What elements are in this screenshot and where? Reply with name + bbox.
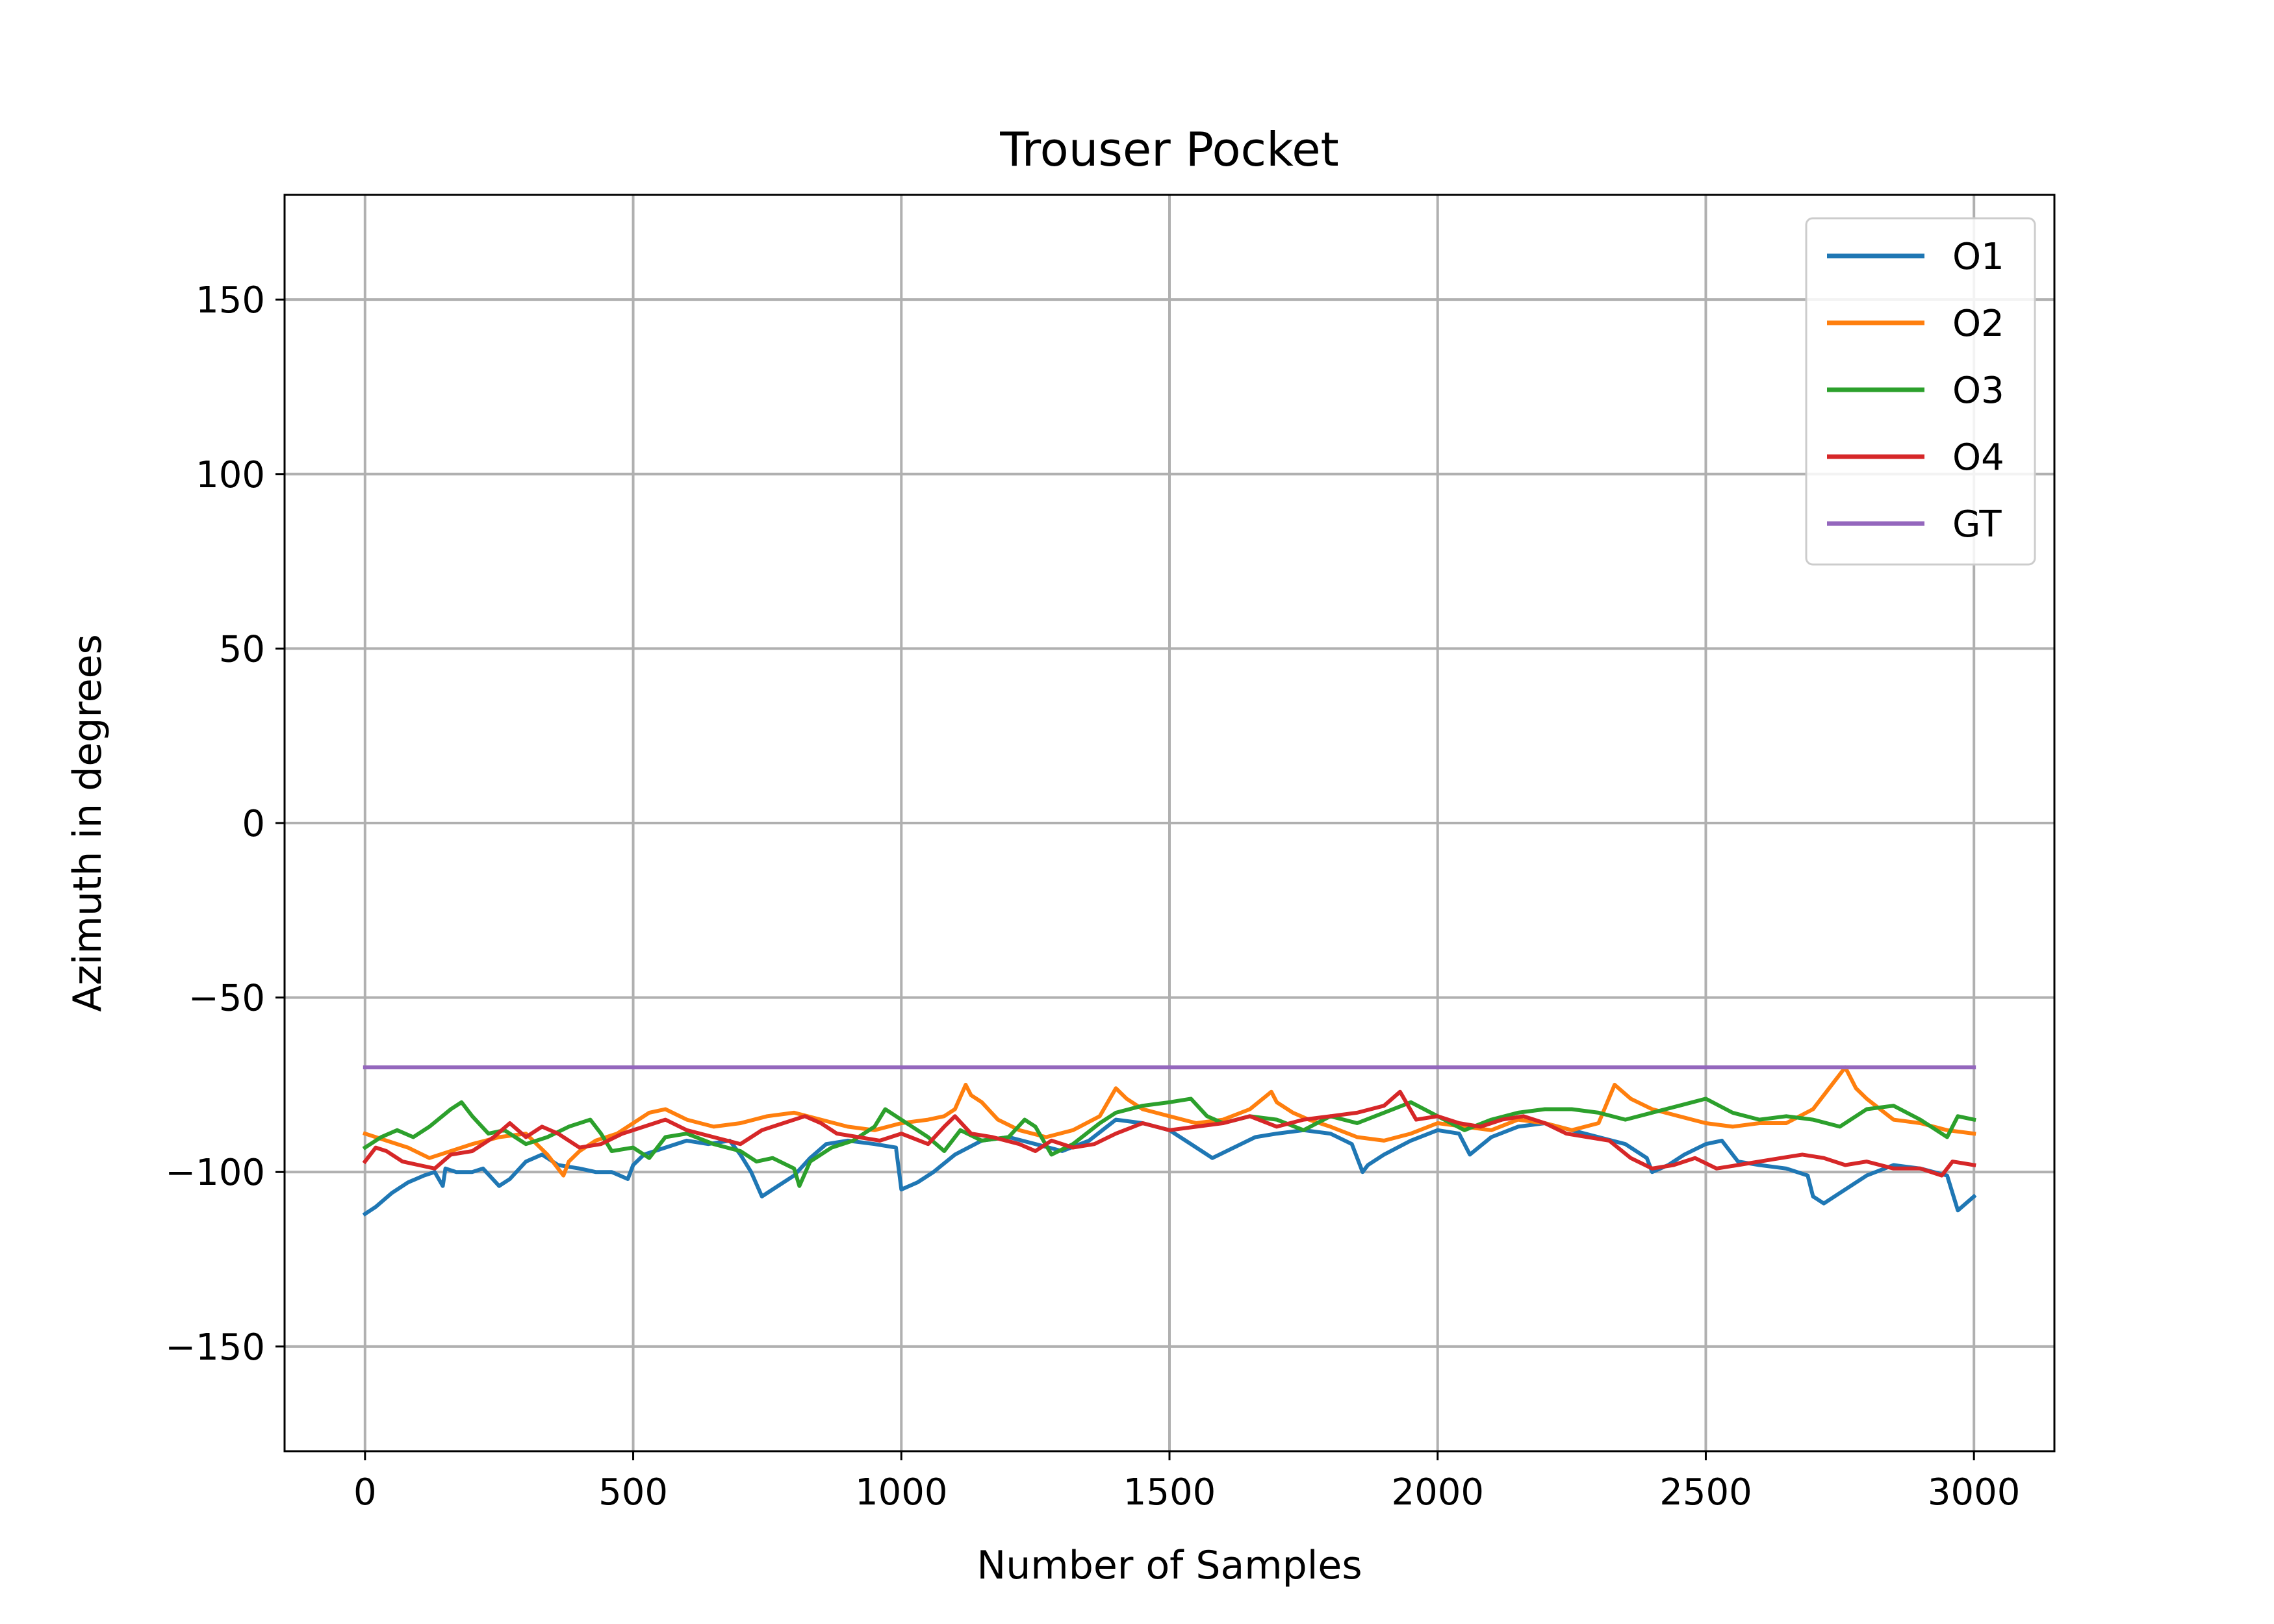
series-line-o2 — [363, 1065, 1976, 1178]
x-tick-label: 1000 — [855, 1471, 948, 1514]
series-line-o3 — [362, 1097, 1976, 1188]
x-tick-label: 0 — [353, 1471, 377, 1514]
y-tick-label: 0 — [242, 803, 265, 845]
y-tick-label: −50 — [188, 978, 265, 1020]
x-tick-label: 2000 — [1391, 1471, 1484, 1514]
y-axis-label: Azimuth in degrees — [65, 634, 110, 1012]
x-axis-label: Number of Samples — [977, 1543, 1362, 1588]
legend: O1 O2 O3 O4 GT — [1805, 217, 2036, 566]
y-tick-label: −100 — [165, 1152, 265, 1194]
x-tick-label: 3000 — [1928, 1471, 2021, 1514]
x-tick-label: 500 — [598, 1471, 668, 1514]
y-tick-label: 50 — [219, 628, 265, 670]
grid-lines — [285, 195, 2054, 1451]
legend-label-gt: GT — [1952, 503, 2002, 546]
legend-label-o2: O2 — [1952, 303, 2004, 345]
legend-label-o4: O4 — [1952, 437, 2004, 479]
x-tick-label: 1500 — [1123, 1471, 1216, 1514]
chart-title: Trouser Pocket — [999, 122, 1339, 177]
series-layer — [362, 1065, 1977, 1217]
legend-label-o3: O3 — [1952, 370, 2004, 412]
y-tick-label: 100 — [196, 454, 265, 496]
series-line-o4 — [362, 1089, 1976, 1178]
x-tick-label: 2500 — [1659, 1471, 1752, 1514]
y-tick-label: 150 — [196, 279, 265, 322]
axis-ticks: 0 500 1000 1500 2000 2500 3000 −150 −100 −50 0 50 10… — [165, 279, 2020, 1514]
y-tick-label: −150 — [165, 1326, 265, 1369]
legend-label-o1: O1 — [1952, 236, 2004, 278]
